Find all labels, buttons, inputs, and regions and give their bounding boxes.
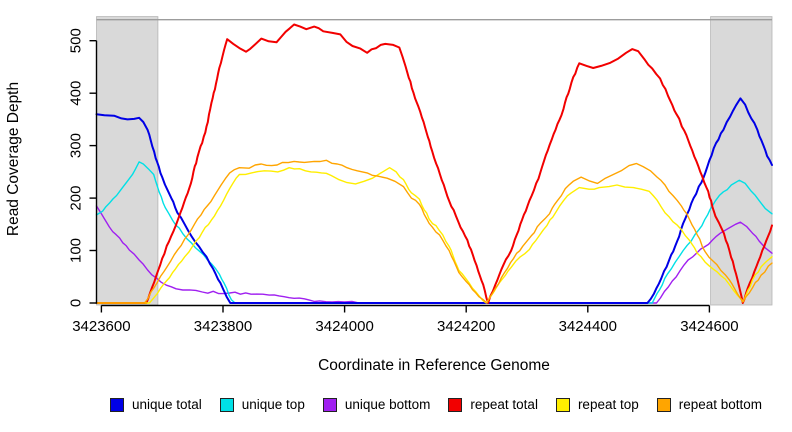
y-tick-label: 300 <box>68 133 85 158</box>
legend-swatch-icon <box>656 397 671 412</box>
x-axis-title: Coordinate in Reference Genome <box>318 357 550 374</box>
x-tick-label: 3423600 <box>72 318 130 335</box>
legend-swatch-icon <box>448 397 463 412</box>
legend-swatch-icon <box>555 397 570 412</box>
y-tick-label: 100 <box>68 238 85 263</box>
series-line-unique-top <box>95 161 773 304</box>
x-tick-label: 3424600 <box>680 318 738 335</box>
y-tick-label: 0 <box>68 299 85 307</box>
shaded-region-right <box>710 16 773 306</box>
legend: unique total unique top unique bottom repea… <box>88 397 784 412</box>
x-tick-label: 3424200 <box>437 318 495 335</box>
legend-item-repeat-total: repeat total <box>448 397 538 412</box>
legend-label: repeat bottom <box>678 397 763 412</box>
series-line-repeat-top <box>95 166 773 304</box>
legend-label: unique bottom <box>344 397 431 412</box>
legend-swatch-icon <box>109 397 124 412</box>
legend-swatch-icon <box>219 397 234 412</box>
legend-item-unique-bottom: unique bottom <box>322 397 431 412</box>
y-axis-title: Read Coverage Depth <box>5 82 22 236</box>
x-tick-label: 3424400 <box>559 318 617 335</box>
legend-label: repeat total <box>470 397 538 412</box>
series-line-unique-bottom <box>95 205 773 304</box>
y-tick-label: 200 <box>68 186 85 211</box>
shaded-region-left <box>96 16 159 306</box>
x-tick-label: 3423800 <box>194 318 252 335</box>
series-line-repeat-total <box>95 23 773 304</box>
y-tick-label: 500 <box>68 28 85 53</box>
plot-canvas: 3423600 3423800 3424000 3424200 3424400 34246… <box>5 16 773 374</box>
legend-label: unique total <box>131 397 202 412</box>
series-line-unique-total <box>95 97 773 304</box>
series-line-repeat-bottom <box>95 159 773 304</box>
legend-item-repeat-bottom: repeat bottom <box>656 397 763 412</box>
y-tick-label: 400 <box>68 81 85 106</box>
legend-swatch-icon <box>322 397 337 412</box>
legend-item-repeat-top: repeat top <box>555 397 639 412</box>
legend-item-unique-total: unique total <box>109 397 202 412</box>
legend-item-unique-top: unique top <box>219 397 305 412</box>
x-tick-label: 3424000 <box>315 318 373 335</box>
legend-label: unique top <box>241 397 305 412</box>
legend-label: repeat top <box>577 397 639 412</box>
